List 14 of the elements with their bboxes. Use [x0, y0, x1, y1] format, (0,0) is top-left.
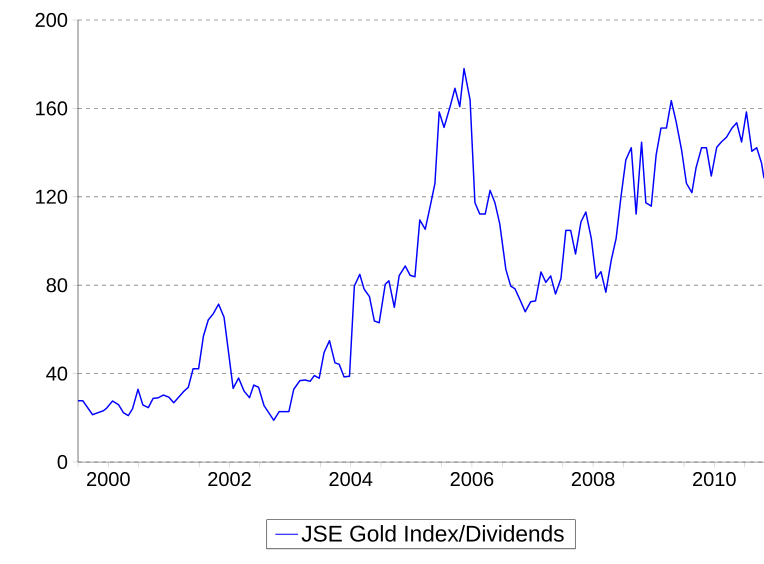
y-tick-label: 200 — [36, 12, 68, 28]
x-tick-label: 2010 — [693, 472, 736, 486]
y-tick-label: 80 — [46, 278, 68, 292]
x-tick-label: 2002 — [208, 472, 251, 486]
y-tick-label: 120 — [36, 190, 68, 204]
line-series — [78, 68, 764, 421]
x-tick-label: 2008 — [572, 472, 614, 486]
y-tick-label: 40 — [46, 366, 68, 381]
x-tick-label: 2006 — [450, 472, 494, 486]
x-tick-label: 2004 — [329, 472, 372, 486]
x-tick-label: 2000 — [87, 472, 130, 486]
y-tick-label: 0 — [58, 454, 68, 470]
y-tick-label: 160 — [36, 101, 68, 116]
legend-label: JSE Gold Index/Dividends — [302, 525, 564, 542]
